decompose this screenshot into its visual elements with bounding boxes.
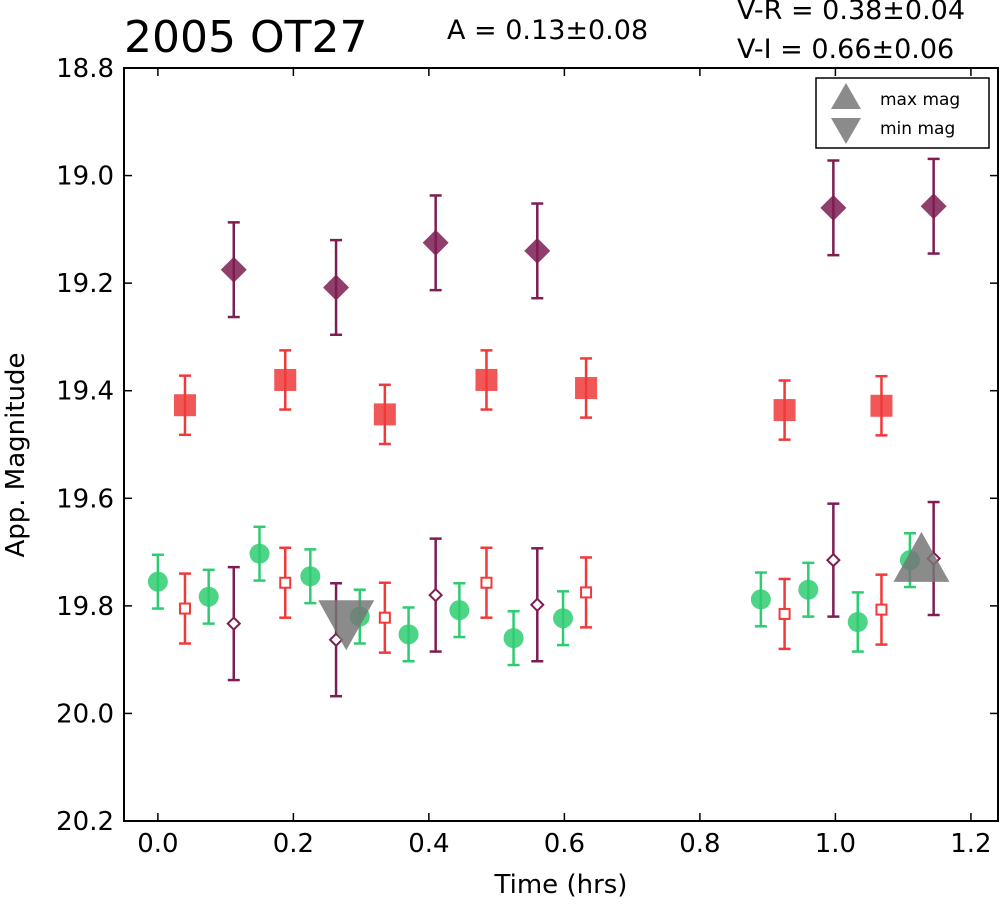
x-tick-label: 0.4 (408, 829, 449, 859)
data-point (798, 579, 819, 600)
y-tick-label: 20.2 (56, 807, 114, 837)
x-tick-label: 0.0 (137, 829, 178, 859)
data-point (524, 237, 551, 264)
x-tick-label: 0.6 (544, 829, 585, 859)
data-point (503, 628, 524, 649)
max-mag-marker (893, 531, 950, 582)
data-point (825, 552, 841, 568)
data-point (870, 394, 893, 417)
data-point (480, 576, 493, 589)
data-point (398, 624, 419, 645)
y-tick-label: 19.6 (56, 484, 114, 514)
color-index-vr-label: V-R = 0.38±0.04 (737, 0, 966, 26)
data-point (529, 597, 545, 613)
data-point (773, 399, 796, 422)
data-point (178, 602, 191, 615)
y-tick-label: 20.0 (56, 699, 114, 729)
data-point (575, 377, 598, 400)
data-point (274, 368, 297, 391)
data-point (323, 274, 350, 301)
data-point (173, 394, 196, 417)
data-point (373, 403, 396, 426)
series-diamond-open (227, 500, 940, 698)
x-tick-label: 1.0 (815, 829, 856, 859)
legend-max-icon (831, 83, 861, 109)
min-mag-marker (318, 600, 375, 651)
data-point (778, 607, 791, 620)
x-tick-label: 0.8 (679, 829, 720, 859)
data-point (820, 194, 847, 221)
data-point (279, 576, 292, 589)
legend-min-icon (831, 118, 861, 144)
y-tick-label: 19.4 (56, 377, 114, 407)
color-index-vi-label: V-I = 0.66±0.06 (737, 34, 955, 65)
chart-title: 2005 OT27 (124, 12, 368, 63)
data-point (249, 543, 270, 564)
data-point (875, 603, 888, 616)
data-point (750, 589, 771, 610)
data-point (580, 586, 593, 599)
data-point (553, 608, 574, 629)
data-point (920, 193, 947, 220)
series-diamond-filled (227, 157, 940, 337)
data-point (226, 616, 242, 632)
x-tick-label: 0.2 (273, 829, 314, 859)
y-tick-label: 19.8 (56, 592, 114, 622)
legend-label: min mag (880, 119, 955, 139)
y-tick-label: 19.0 (56, 162, 114, 192)
amplitude-label: A = 0.13±0.08 (447, 15, 649, 46)
y-tick-label: 19.2 (56, 269, 114, 299)
y-tick-label: 18.8 (56, 54, 114, 84)
data-point (220, 256, 247, 283)
data-point (449, 600, 470, 621)
legend: max mag min mag (815, 77, 990, 149)
data-point (378, 611, 391, 624)
legend-label: max mag (880, 90, 960, 110)
x-axis-label: Time (hrs) (494, 870, 628, 900)
data-point (198, 586, 219, 607)
data-point (422, 229, 449, 256)
series-square-filled (178, 349, 888, 446)
series-square-open (178, 546, 888, 654)
data-point (300, 566, 321, 587)
data-point (428, 587, 444, 603)
data-point (475, 368, 498, 391)
data-point (147, 571, 168, 592)
plot-frame (123, 67, 999, 822)
x-tick-label: 1.2 (950, 829, 991, 859)
data-point (847, 611, 868, 632)
